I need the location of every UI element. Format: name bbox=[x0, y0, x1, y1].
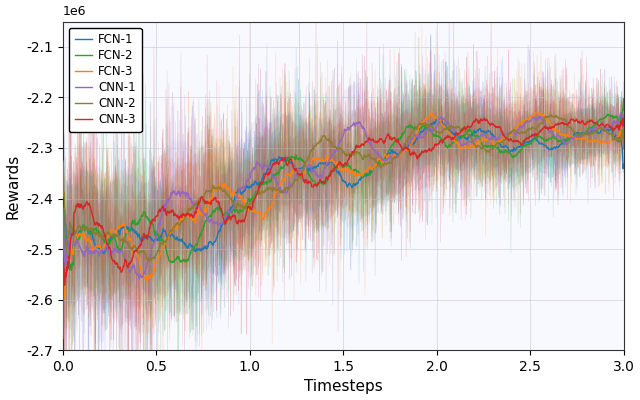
FCN-1 bbox=[620, 162, 627, 167]
FCN-2 bbox=[67, 268, 75, 273]
CNN-2 bbox=[102, 232, 110, 237]
CNN-1 bbox=[378, 156, 386, 161]
CNN-3 bbox=[378, 138, 386, 142]
FCN-1 bbox=[125, 227, 132, 232]
Line: FCN-2: FCN-2 bbox=[63, 99, 623, 270]
CNN-1 bbox=[59, 208, 67, 212]
FCN-2 bbox=[620, 96, 627, 101]
CNN-1 bbox=[102, 242, 110, 247]
FCN-3 bbox=[297, 168, 305, 173]
FCN-1 bbox=[319, 160, 326, 165]
CNN-2 bbox=[319, 134, 326, 138]
FCN-1 bbox=[378, 159, 386, 164]
FCN-2 bbox=[319, 181, 326, 186]
X-axis label: Timesteps: Timesteps bbox=[304, 380, 383, 394]
CNN-3 bbox=[620, 116, 627, 120]
CNN-3 bbox=[59, 329, 67, 334]
CNN-1 bbox=[125, 268, 133, 272]
Legend: FCN-1, FCN-2, FCN-3, CNN-1, CNN-2, CNN-3: FCN-1, FCN-2, FCN-3, CNN-1, CNN-2, CNN-3 bbox=[68, 28, 141, 132]
FCN-1 bbox=[59, 266, 67, 271]
CNN-3 bbox=[297, 172, 305, 177]
Line: CNN-2: CNN-2 bbox=[63, 115, 623, 261]
Line: FCN-3: FCN-3 bbox=[63, 112, 623, 338]
CNN-3 bbox=[125, 260, 132, 265]
FCN-1 bbox=[102, 247, 110, 252]
CNN-1 bbox=[308, 168, 316, 172]
Text: 1e6: 1e6 bbox=[63, 5, 86, 18]
FCN-2 bbox=[308, 179, 316, 184]
CNN-1 bbox=[61, 277, 68, 282]
CNN-2 bbox=[125, 243, 132, 248]
CNN-2 bbox=[308, 146, 316, 151]
CNN-3 bbox=[308, 184, 316, 189]
Line: CNN-1: CNN-1 bbox=[63, 112, 623, 280]
Line: CNN-3: CNN-3 bbox=[63, 118, 623, 332]
FCN-2 bbox=[378, 159, 386, 164]
CNN-3 bbox=[620, 123, 627, 128]
FCN-3 bbox=[533, 109, 541, 114]
CNN-3 bbox=[319, 180, 326, 185]
FCN-2 bbox=[125, 229, 133, 234]
FCN-1 bbox=[433, 116, 441, 120]
FCN-2 bbox=[297, 156, 305, 161]
FCN-3 bbox=[102, 240, 110, 245]
FCN-3 bbox=[378, 160, 386, 164]
Line: FCN-1: FCN-1 bbox=[63, 118, 623, 268]
FCN-2 bbox=[102, 241, 110, 246]
CNN-2 bbox=[297, 174, 305, 178]
CNN-2 bbox=[59, 158, 67, 163]
FCN-1 bbox=[308, 166, 316, 171]
FCN-3 bbox=[620, 142, 627, 146]
CNN-2 bbox=[620, 126, 627, 131]
FCN-3 bbox=[308, 158, 316, 162]
CNN-2 bbox=[547, 112, 554, 117]
FCN-1 bbox=[297, 167, 305, 172]
CNN-1 bbox=[620, 146, 627, 151]
CNN-2 bbox=[146, 258, 154, 263]
Y-axis label: Rewards: Rewards bbox=[6, 153, 20, 218]
FCN-3 bbox=[125, 237, 132, 242]
CNN-3 bbox=[102, 238, 110, 243]
CNN-2 bbox=[378, 164, 386, 168]
FCN-2 bbox=[59, 204, 67, 208]
CNN-1 bbox=[319, 173, 326, 178]
CNN-1 bbox=[618, 110, 625, 115]
CNN-1 bbox=[297, 168, 305, 173]
FCN-3 bbox=[59, 336, 67, 341]
FCN-3 bbox=[319, 158, 326, 162]
